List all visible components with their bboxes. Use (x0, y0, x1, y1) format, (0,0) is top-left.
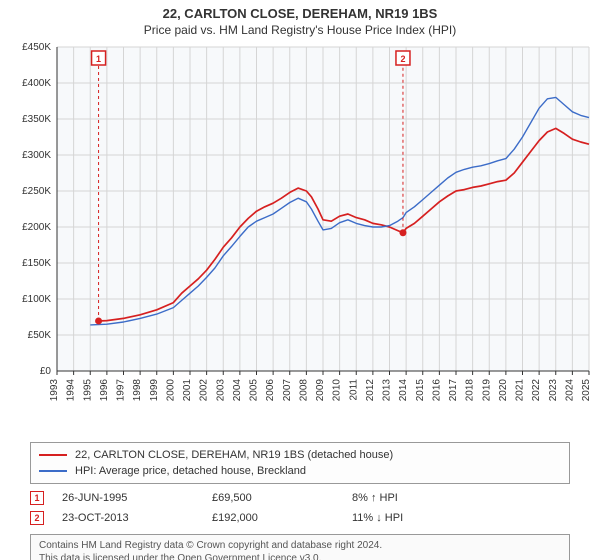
sale-row: 2 23-OCT-2013£192,00011% ↓ HPI (30, 508, 570, 528)
x-tick-label: 2004 (232, 379, 243, 402)
x-tick-label: 2008 (298, 379, 309, 402)
x-tick-label: 2018 (465, 379, 476, 402)
x-tick-label: 2016 (431, 379, 442, 402)
x-tick-label: 1999 (149, 379, 160, 402)
x-tick-label: 2024 (564, 379, 575, 402)
y-tick-label: £200K (22, 222, 51, 233)
y-tick-label: £350K (22, 114, 51, 125)
x-tick-label: 1996 (99, 379, 110, 402)
page-subtitle: Price paid vs. HM Land Registry's House … (0, 23, 600, 37)
legend-label: HPI: Average price, detached house, Brec… (75, 465, 306, 477)
attribution-footer: Contains HM Land Registry data © Crown c… (30, 534, 570, 560)
x-tick-label: 2021 (515, 379, 526, 402)
y-tick-label: £300K (22, 150, 51, 161)
sale-hpi-delta: 11% ↓ HPI (352, 512, 570, 524)
sale-marker-label-1: 1 (96, 54, 101, 64)
y-tick-label: £150K (22, 258, 51, 269)
legend-row: HPI: Average price, detached house, Brec… (39, 463, 561, 479)
page-title: 22, CARLTON CLOSE, DEREHAM, NR19 1BS (0, 6, 600, 21)
sale-date: 26-JUN-1995 (62, 492, 212, 504)
legend-swatch (39, 454, 67, 456)
x-tick-label: 2011 (348, 379, 359, 401)
x-tick-label: 2012 (365, 379, 376, 402)
price-chart: £0 £50K £100K £150K £200K £250K £300K £350K £400… (5, 41, 595, 436)
sale-marker-icon: 1 (30, 491, 44, 505)
x-tick-label: 1997 (116, 379, 127, 402)
x-tick-label: 2022 (531, 379, 542, 402)
x-tick-label: 2006 (265, 379, 276, 402)
x-tick-label: 2014 (398, 379, 409, 402)
legend: 22, CARLTON CLOSE, DEREHAM, NR19 1BS (de… (30, 442, 570, 484)
y-tick-label: £100K (22, 294, 51, 305)
chart-svg: £0 £50K £100K £150K £200K £250K £300K £350K £400… (5, 41, 595, 436)
legend-swatch (39, 470, 67, 472)
y-tick-label: £50K (28, 330, 52, 341)
sale-marker-label-2: 2 (400, 54, 405, 64)
x-tick-label: 2020 (498, 379, 509, 402)
x-tick-label: 2005 (249, 379, 260, 402)
x-tick-label: 2017 (448, 379, 459, 402)
x-tick-label: 2002 (199, 379, 210, 402)
x-tick-label: 2013 (382, 379, 393, 402)
x-tick-label: 1998 (132, 379, 143, 402)
y-tick-label: £400K (22, 78, 51, 89)
sale-row: 1 26-JUN-1995£69,5008% ↑ HPI (30, 488, 570, 508)
sale-price: £69,500 (212, 492, 352, 504)
y-tick-label: £450K (22, 42, 51, 53)
footer-line-2: This data is licensed under the Open Gov… (39, 552, 561, 560)
x-tick-label: 1993 (49, 379, 60, 402)
sale-date: 23-OCT-2013 (62, 512, 212, 524)
x-tick-label: 2001 (182, 379, 193, 402)
y-tick-label: £250K (22, 186, 51, 197)
x-tick-label: 1995 (82, 379, 93, 402)
x-tick-label: 2009 (315, 379, 326, 402)
sale-marker-icon: 2 (30, 511, 44, 525)
sales-table: 1 26-JUN-1995£69,5008% ↑ HPI 2 23-OCT-2013£… (30, 488, 570, 528)
legend-label: 22, CARLTON CLOSE, DEREHAM, NR19 1BS (de… (75, 449, 393, 461)
x-tick-label: 2023 (548, 379, 559, 402)
x-tick-label: 2003 (215, 379, 226, 402)
x-tick-label: 1994 (66, 379, 77, 402)
sale-hpi-delta: 8% ↑ HPI (352, 492, 570, 504)
sale-price: £192,000 (212, 512, 352, 524)
footer-line-1: Contains HM Land Registry data © Crown c… (39, 539, 561, 552)
x-tick-label: 2000 (165, 379, 176, 402)
x-tick-label: 2010 (332, 379, 343, 402)
legend-row: 22, CARLTON CLOSE, DEREHAM, NR19 1BS (de… (39, 447, 561, 463)
x-tick-label: 2015 (415, 379, 426, 402)
x-tick-label: 2019 (481, 379, 492, 402)
y-tick-label: £0 (40, 366, 52, 377)
x-tick-label: 2025 (581, 379, 592, 402)
x-tick-label: 2007 (282, 379, 293, 402)
